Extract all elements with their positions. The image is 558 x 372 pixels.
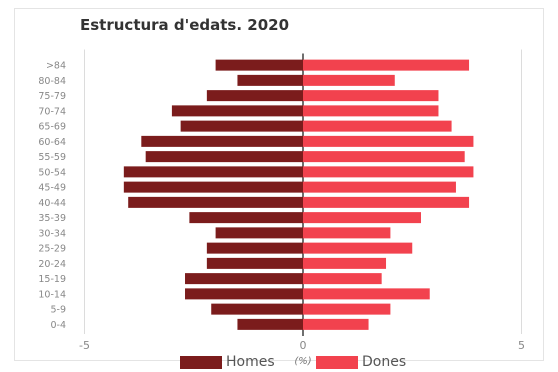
bar-homes-60-64 — [141, 135, 303, 147]
category-label-45-49: 45-49 — [38, 183, 66, 194]
bar-dones-25-29 — [303, 242, 413, 254]
legend-swatch-homes — [180, 355, 222, 369]
category-label-30-34: 30-34 — [38, 228, 66, 239]
bar-dones-15-19 — [303, 273, 382, 285]
bar-dones-50-54 — [303, 166, 474, 178]
bar-homes-5-9 — [211, 303, 303, 315]
bar-homes-30-34 — [215, 227, 303, 239]
category-label-20-24: 20-24 — [38, 259, 66, 270]
x-tick-label-2: 5 — [518, 339, 525, 352]
category-label-over-84: >84 — [46, 61, 66, 72]
category-label-35-39: 35-39 — [38, 213, 66, 224]
bar-homes-75-79 — [206, 90, 303, 102]
bar-dones-75-79 — [303, 90, 439, 102]
bar-dones-65-69 — [303, 120, 452, 132]
category-label-55-59: 55-59 — [38, 152, 66, 163]
bar-homes-25-29 — [206, 242, 303, 254]
bar-homes-15-19 — [185, 273, 303, 285]
bar-dones-0-4 — [303, 318, 369, 330]
bar-dones-45-49 — [303, 181, 456, 193]
legend-item-homes[interactable]: Homes — [180, 354, 275, 370]
bar-homes-over-84 — [215, 59, 303, 71]
category-label-10-14: 10-14 — [38, 289, 66, 300]
category-label-75-79: 75-79 — [38, 91, 66, 102]
bar-dones-30-34 — [303, 227, 391, 239]
bar-homes-0-4 — [237, 318, 303, 330]
chart-legend: Homes Dones — [0, 354, 558, 372]
bar-homes-35-39 — [189, 212, 303, 224]
bar-homes-70-74 — [171, 105, 303, 117]
bar-dones-5-9 — [303, 303, 391, 315]
category-label-70-74: 70-74 — [38, 106, 66, 117]
bar-dones-20-24 — [303, 257, 387, 269]
x-axis-label: (%) — [294, 356, 311, 367]
chart-title: Estructura d'edats. 2020 — [80, 16, 290, 34]
category-label-50-54: 50-54 — [38, 167, 66, 178]
bar-homes-55-59 — [145, 151, 303, 163]
legend-swatch-dones — [316, 355, 358, 369]
bar-dones-80-84 — [303, 74, 395, 86]
category-label-65-69: 65-69 — [38, 122, 66, 133]
legend-label-dones: Dones — [362, 354, 407, 370]
category-label-0-4: 0-4 — [50, 320, 66, 331]
bar-homes-40-44 — [128, 196, 303, 208]
legend-item-dones[interactable]: Dones — [316, 354, 406, 370]
bar-dones-60-64 — [303, 135, 474, 147]
bar-homes-80-84 — [237, 74, 303, 86]
category-label-25-29: 25-29 — [38, 244, 66, 255]
bar-homes-65-69 — [180, 120, 303, 132]
category-label-5-9: 5-9 — [50, 305, 66, 316]
category-label-80-84: 80-84 — [38, 76, 66, 87]
bar-homes-45-49 — [123, 181, 303, 193]
bar-dones-40-44 — [303, 196, 470, 208]
category-label-40-44: 40-44 — [38, 198, 66, 209]
bar-homes-20-24 — [206, 257, 303, 269]
bar-dones-35-39 — [303, 212, 421, 224]
bar-homes-10-14 — [185, 288, 303, 300]
legend-label-homes: Homes — [226, 354, 275, 370]
category-label-15-19: 15-19 — [38, 274, 66, 285]
x-tick-label-0: -5 — [79, 339, 90, 352]
bar-dones-10-14 — [303, 288, 430, 300]
bar-dones-over-84 — [303, 59, 470, 71]
x-tick-label-1: 0 — [300, 339, 307, 352]
category-label-60-64: 60-64 — [38, 137, 66, 148]
bar-homes-50-54 — [123, 166, 303, 178]
bar-dones-70-74 — [303, 105, 439, 117]
bar-dones-55-59 — [303, 151, 465, 163]
